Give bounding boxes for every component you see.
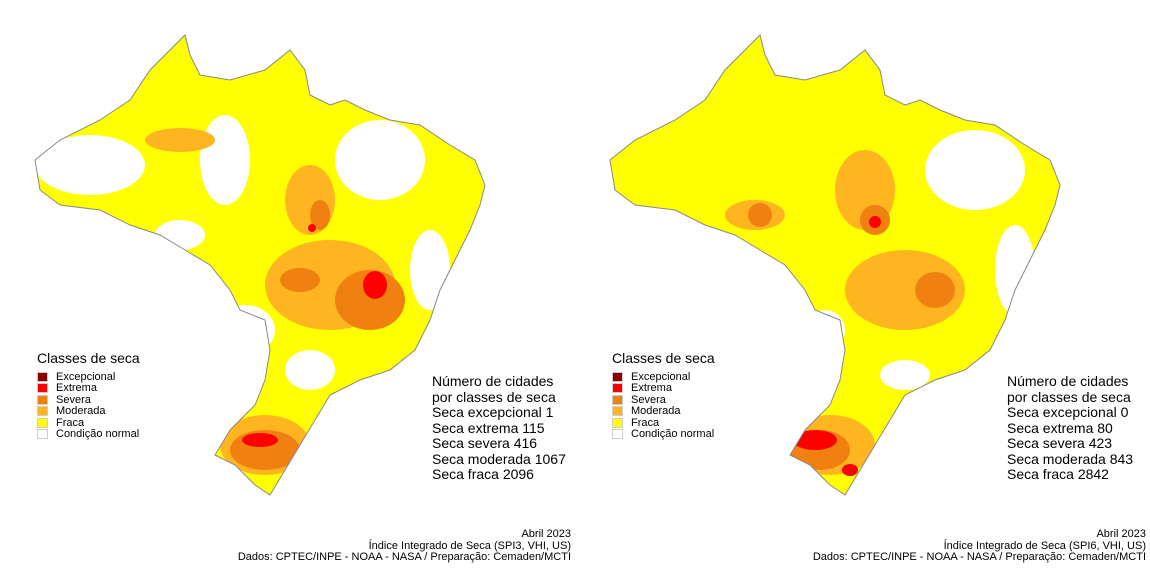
brazil-drought-map (34, 34, 486, 496)
brazil-drought-map (609, 34, 1061, 496)
map-credits: Abril 2023 Índice Integrado de Seca (SPI… (237, 528, 571, 563)
legend-title: Classes de seca (612, 350, 715, 366)
legend-item: Extrema (612, 382, 715, 394)
legend-item: Moderada (612, 405, 715, 417)
map-panel-spi6: Classes de seca Excepcional Extrema Seve… (575, 0, 1150, 575)
legend-item: Excepcional (37, 371, 140, 383)
legend-title: Classes de seca (37, 350, 140, 366)
map-credits: Abril 2023 Índice Integrado de Seca (SPI… (812, 528, 1146, 563)
legend-item: Moderada (37, 405, 140, 417)
legend: Classes de seca Excepcional Extrema Seve… (37, 350, 140, 440)
legend-item: Condição normal (612, 428, 715, 440)
legend-item: Condição normal (37, 428, 140, 440)
map-panel-spi3: Classes de seca Excepcional Extrema Seve… (34, 34, 571, 563)
legend-item: Extrema (37, 382, 140, 394)
legend-item: Fraca (612, 417, 715, 429)
drought-city-counts: Número de cidades por classes de seca Se… (1007, 373, 1134, 482)
legend: Classes de seca Excepcional Extrema Seve… (612, 350, 715, 440)
drought-city-counts: Número de cidades por classes de seca Se… (432, 373, 566, 482)
legend-item: Fraca (37, 417, 140, 429)
legend-item: Excepcional (612, 371, 715, 383)
legend-item: Severa (37, 394, 140, 406)
legend-item: Severa (612, 394, 715, 406)
